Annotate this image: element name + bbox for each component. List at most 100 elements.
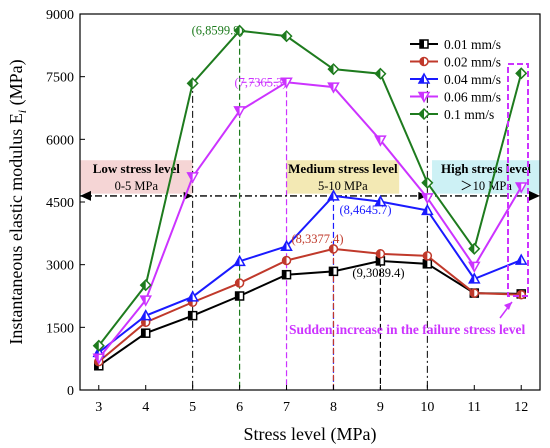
y-tick-label: 1500 (46, 321, 74, 336)
series-layer (92, 24, 528, 371)
peak-label: (6,8599.9) (192, 24, 244, 38)
peak-label: (8,3377.4) (291, 232, 343, 246)
data-point-fill (422, 205, 428, 215)
zone-range: 0-5 MPa (115, 179, 159, 193)
data-point-fill (329, 244, 334, 253)
y-tick-label: 3000 (46, 259, 74, 274)
data-point-fill (282, 256, 287, 265)
x-tick-label: 9 (377, 400, 384, 415)
y-tick-label: 7500 (46, 71, 74, 86)
data-point-fill (470, 289, 475, 298)
data-point-fill (420, 40, 424, 48)
reference-line (80, 80, 540, 390)
reference-arrow-right (529, 190, 540, 201)
data-point-fill (376, 249, 381, 258)
series-group (92, 24, 528, 352)
data-point-fill (375, 68, 381, 79)
data-point-fill (187, 78, 193, 89)
legend: 0.01 mm/s 0.02 mm/s 0.04 mm/s 0.06 mm/s 0.1 … (410, 37, 501, 122)
stress-zones: Low stress level 0-5 MPa Medium stress lev… (80, 160, 540, 194)
series-line (98, 259, 522, 367)
failure-annotation: Sudden increase in the failure stress le… (289, 63, 529, 337)
y-axis-title: Instantaneous elastic modulus Ei (MPa) (6, 59, 29, 344)
data-point-fill (235, 292, 240, 300)
zone-title: Low stress level (93, 161, 181, 176)
y-tick-label: 0 (67, 384, 74, 399)
data-point-fill (423, 259, 428, 268)
series-line (98, 247, 522, 363)
data-point-fill (422, 193, 428, 203)
peak-labels: (6,8599.9) (7,7365.3) (8,4645.7) (8,3377.4)… (192, 24, 405, 280)
data-point-fill (419, 109, 424, 119)
data-point-fill (234, 106, 240, 116)
series-line (97, 81, 523, 359)
series-group (92, 77, 528, 365)
data-point-fill (422, 177, 428, 188)
x-axis-title: Stress level (MPa) (244, 424, 377, 445)
data-point-fill (419, 74, 424, 83)
zone-box (286, 160, 400, 194)
data-point-fill (141, 329, 146, 338)
zone-range: ＞10 MPa (460, 179, 512, 193)
data-point-fill (187, 291, 193, 301)
x-tick-label: 10 (420, 400, 434, 415)
data-point-fill (469, 262, 475, 272)
legend-item: 0.04 mm/s (410, 72, 501, 87)
data-point-fill (235, 279, 240, 288)
data-point-fill (516, 68, 522, 79)
data-point-fill (328, 64, 334, 75)
x-tick-label: 11 (468, 400, 481, 415)
data-point-fill (420, 57, 424, 66)
legend-label: 0.06 mm/s (444, 90, 501, 105)
data-point-fill (140, 280, 146, 291)
legend-label: 0.1 mm/s (444, 107, 494, 122)
y-axis-title-main: Instantaneous elastic modulus E (6, 113, 26, 344)
legend-label: 0.02 mm/s (444, 55, 501, 70)
data-point-fill (93, 340, 99, 351)
peak-label: (9,3089.4) (352, 266, 404, 280)
data-point-fill (234, 25, 240, 36)
peak-label: (8,4645.7) (339, 203, 391, 217)
data-point-fill (281, 31, 287, 42)
y-axis-title-unit: (MPa) (6, 59, 27, 110)
legend-item: 0.06 mm/s (410, 90, 501, 105)
x-tick-label: 8 (330, 400, 337, 415)
series-group (92, 189, 528, 358)
data-point-fill (469, 273, 475, 283)
y-tick-label: 9000 (46, 8, 74, 23)
annotation-text: Sudden increase in the failure stress le… (289, 322, 525, 337)
axis-ticks: 3 4 5 6 7 8 9 10 11 12 0 1500 3000 4500 6000 7500 9000 (46, 8, 528, 415)
x-tick-label: 4 (142, 400, 149, 415)
zone-title: Medium stress level (288, 161, 398, 176)
reference-arrow-left (80, 190, 91, 201)
data-point-fill (281, 78, 287, 88)
data-point-fill (376, 256, 381, 265)
y-axis-title-sub: i (15, 110, 29, 113)
data-point-fill (282, 270, 287, 279)
data-point-fill (423, 251, 428, 260)
series-group (94, 256, 526, 371)
legend-item: 0.02 mm/s (410, 55, 501, 70)
zone-range: 5-10 MPa (318, 179, 368, 193)
legend-label: 0.04 mm/s (444, 72, 501, 87)
peak-label: (7,7365.3) (235, 75, 287, 89)
data-point-fill (419, 92, 424, 102)
x-tick-label: 5 (189, 400, 196, 415)
x-tick-label: 6 (236, 400, 243, 415)
data-point-fill (187, 172, 193, 182)
data-point-fill (281, 241, 287, 251)
zone-title: High stress level (441, 161, 531, 176)
series-line (98, 194, 522, 354)
legend-label: 0.01 mm/s (444, 37, 501, 52)
series-line (97, 29, 523, 347)
failure-highlight-box (507, 63, 529, 297)
x-tick-label: 7 (283, 400, 290, 415)
annotation-arrow-head (504, 302, 512, 310)
legend-item: 0.01 mm/s (410, 37, 501, 52)
y-tick-label: 4500 (46, 196, 74, 211)
series-group (94, 244, 526, 367)
y-tick-label: 6000 (46, 133, 74, 148)
x-tick-label: 3 (95, 400, 102, 415)
x-tick-label: 12 (514, 400, 528, 415)
